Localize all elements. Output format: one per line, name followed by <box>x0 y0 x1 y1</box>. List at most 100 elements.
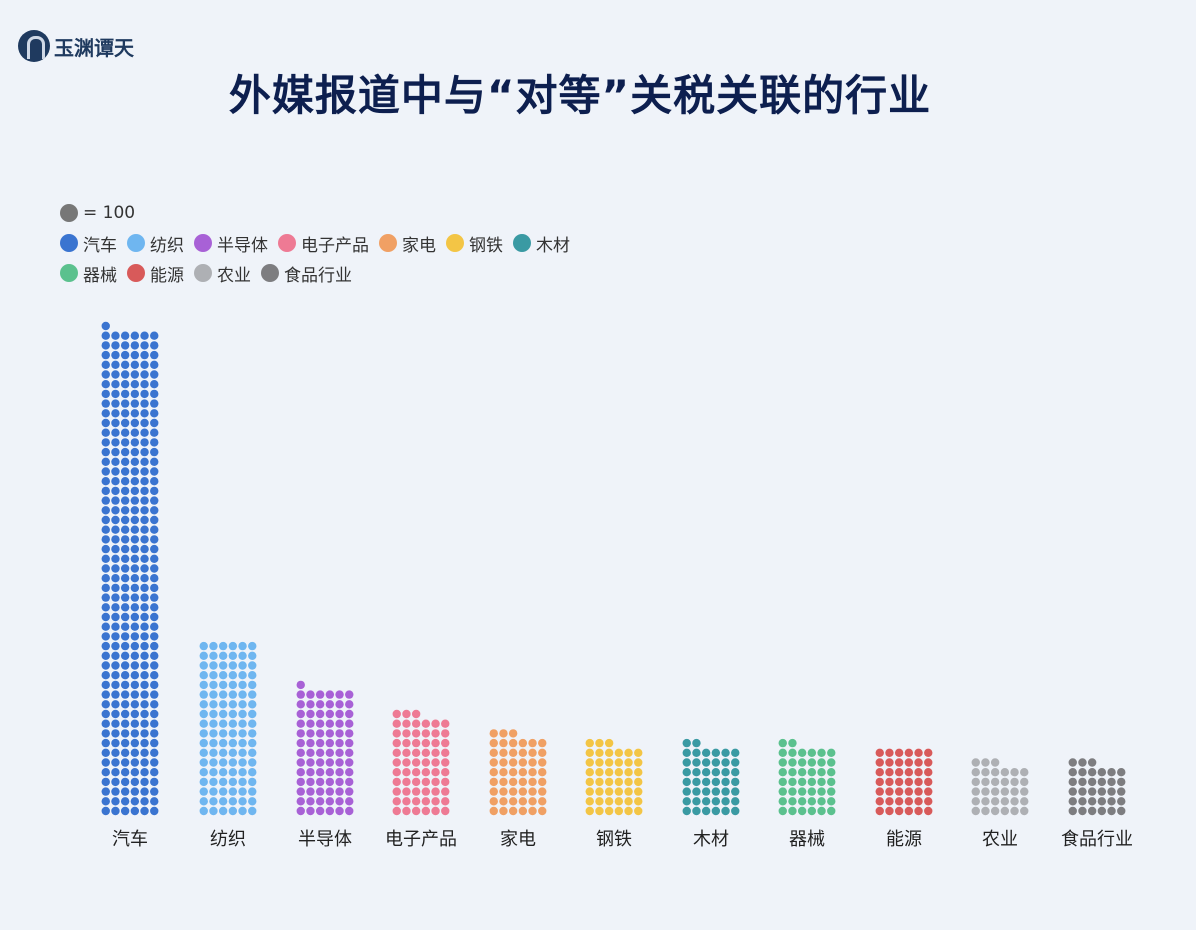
dot <box>1010 777 1019 787</box>
stack-农业 <box>971 758 1029 816</box>
dot <box>238 661 247 670</box>
dot <box>431 748 440 757</box>
dot <box>431 719 440 728</box>
dot <box>1117 768 1126 777</box>
dot <box>306 700 315 709</box>
dot <box>111 409 120 418</box>
dot <box>248 700 257 709</box>
dot <box>682 806 691 816</box>
dot <box>111 622 120 631</box>
dot <box>101 321 110 331</box>
dot <box>335 729 344 738</box>
dot <box>990 758 1000 767</box>
dot <box>585 806 594 816</box>
dot <box>315 787 325 796</box>
dot <box>595 758 604 767</box>
dot <box>528 777 537 787</box>
dot <box>1010 787 1019 796</box>
dot <box>218 797 228 806</box>
dot <box>1068 806 1077 816</box>
dot <box>238 787 247 796</box>
dot <box>140 389 149 399</box>
dot <box>199 768 208 777</box>
dot <box>499 738 508 748</box>
stack-家电 <box>489 729 547 816</box>
dot <box>130 671 140 680</box>
dot <box>1010 806 1019 816</box>
dot <box>1097 806 1107 816</box>
dot <box>111 554 120 563</box>
dot <box>914 777 923 787</box>
dot <box>111 632 120 641</box>
dot <box>111 564 120 573</box>
dot <box>904 797 914 806</box>
dot <box>101 622 110 631</box>
dot <box>130 622 140 631</box>
dot <box>150 477 159 486</box>
dot <box>489 787 498 796</box>
legend: = 100 汽车 纺织 半导体 电子产品 家电 钢铁 木材 器械 能源 农业 食品行业 <box>60 198 580 288</box>
dot <box>296 787 305 796</box>
dot <box>411 709 421 719</box>
dot <box>209 671 218 680</box>
dot <box>120 467 130 476</box>
dot <box>130 506 140 515</box>
dot <box>140 399 149 408</box>
dot <box>392 768 401 777</box>
legend-label: 纺织 <box>150 235 184 256</box>
dot <box>150 777 159 787</box>
dot <box>248 651 257 660</box>
dot <box>692 806 701 816</box>
dot <box>721 797 730 806</box>
dot <box>101 729 110 738</box>
legend-item: 食品行业 <box>261 261 352 286</box>
dot <box>325 806 335 816</box>
dot <box>218 758 228 767</box>
dot <box>731 748 740 757</box>
dot <box>296 797 305 806</box>
dot <box>1068 787 1077 796</box>
dot <box>130 467 140 476</box>
dot <box>218 700 228 709</box>
dot <box>296 729 305 738</box>
dot <box>624 748 633 757</box>
dot <box>140 797 149 806</box>
dot <box>431 777 440 787</box>
dot <box>315 738 325 748</box>
dot <box>392 709 401 719</box>
dot <box>335 738 344 748</box>
dot <box>150 574 159 583</box>
dot <box>140 729 149 738</box>
dot <box>111 380 120 389</box>
dot <box>218 709 228 719</box>
dot <box>924 748 933 757</box>
dot <box>150 428 159 437</box>
dot <box>228 651 238 660</box>
dot <box>101 777 110 787</box>
legend-dot <box>127 264 145 282</box>
dot <box>228 768 238 777</box>
dot <box>431 738 440 748</box>
dot <box>875 768 884 777</box>
dot <box>1068 768 1077 777</box>
dot <box>120 350 130 360</box>
dot <box>150 612 159 622</box>
dot <box>238 748 247 757</box>
dot <box>981 787 990 796</box>
dot <box>130 554 140 563</box>
dot <box>431 758 440 767</box>
dot <box>971 777 980 787</box>
dot <box>101 457 110 466</box>
dot <box>120 409 130 418</box>
dot <box>111 525 120 534</box>
dot <box>411 748 421 757</box>
dot <box>218 719 228 728</box>
dot <box>345 738 354 748</box>
dot <box>209 777 218 787</box>
dot <box>441 758 450 767</box>
dot <box>817 797 826 806</box>
dot <box>731 806 740 816</box>
dot <box>411 768 421 777</box>
dot <box>604 797 614 806</box>
dot <box>150 486 159 496</box>
